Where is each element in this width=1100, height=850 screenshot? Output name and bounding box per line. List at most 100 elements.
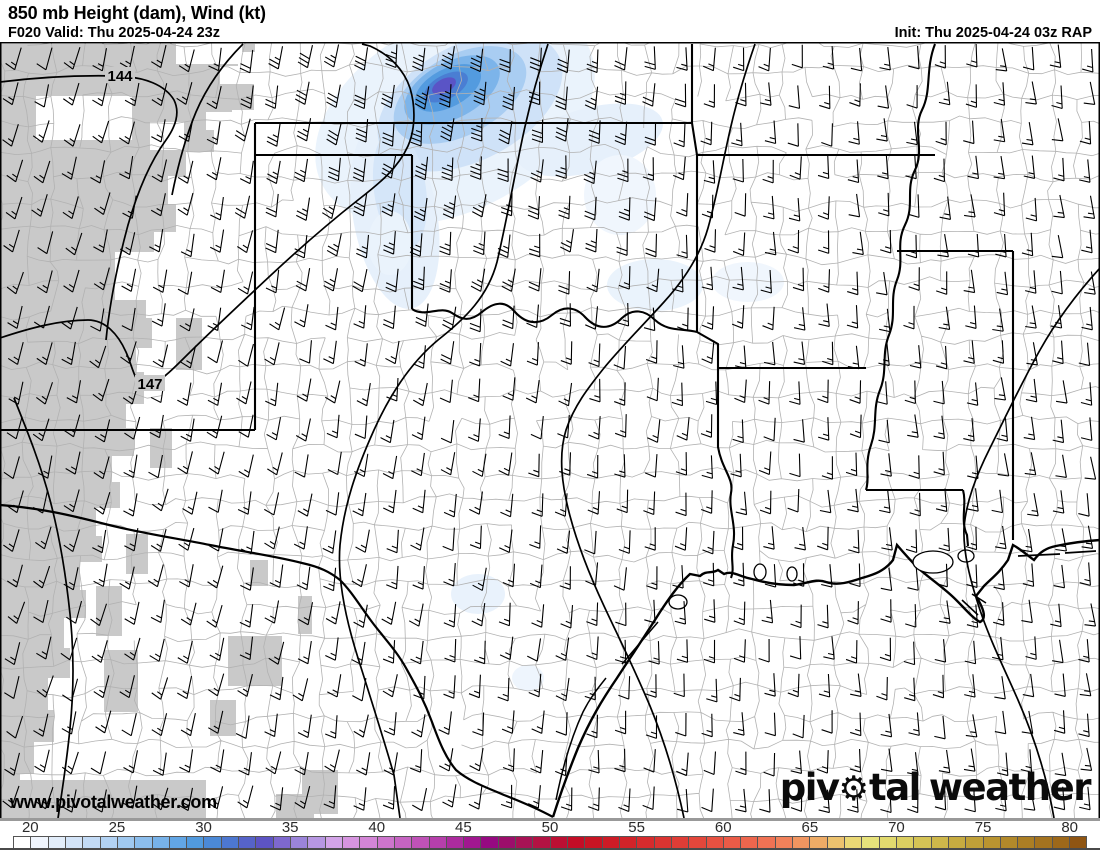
colorbar-tick: 70: [888, 819, 905, 836]
colorbar-cell: [1000, 837, 1019, 848]
colorbar-cell: [741, 837, 759, 848]
colorbar-cell: [135, 837, 153, 848]
height-contour-label: 144: [107, 68, 133, 85]
colorbar-cell: [308, 837, 326, 848]
weather-map-canvas: 144 147: [0, 42, 1100, 820]
contour-label-mask: [105, 67, 135, 83]
rio-grande-border: [0, 503, 554, 818]
colorbar-cell: [931, 837, 949, 848]
colorbar-cell: [221, 837, 240, 848]
colorbar-tick: 50: [541, 819, 559, 836]
colorbar-cell: [1070, 837, 1087, 848]
colorbar-cell: [325, 837, 343, 848]
pivotal-weather-logo: piv⚙tal weather: [779, 766, 1092, 809]
colorbar-cell: [862, 837, 880, 848]
colorbar-tick: 30: [195, 819, 212, 836]
colorbar-cell: [446, 837, 465, 848]
map-bottom-separator: [0, 818, 1100, 821]
colorbar-cell: [48, 837, 66, 848]
colorbar-cell: [516, 837, 534, 848]
county-lines-layer: [0, 42, 1100, 820]
colorbar-cell: [65, 837, 84, 848]
model-init-time: Init: Thu 2025-04-24 03z RAP: [894, 25, 1092, 41]
colorbar-cell: [758, 837, 776, 848]
colorbar-cell: [464, 837, 482, 848]
colorbar-cell: [793, 837, 811, 848]
colorbar-tick: 60: [714, 819, 732, 836]
colorbar-tick: 35: [281, 819, 299, 836]
colorbar-cell: [117, 837, 136, 848]
colorbar-cell: [429, 837, 447, 848]
colorbar-cell: [706, 837, 724, 848]
colorbar-cell: [550, 837, 568, 848]
colorbar-tick: 45: [455, 819, 472, 836]
colorbar-cell: [948, 837, 967, 848]
colorbar-cell: [187, 837, 205, 848]
colorbar-cell: [273, 837, 291, 848]
colorbar-cell: [204, 837, 222, 848]
colorbar-tick: 25: [108, 819, 126, 836]
colorbar-cell: [879, 837, 897, 848]
colorbar-cell: [394, 837, 413, 848]
page-title: 850 mb Height (dam), Wind (kt): [8, 3, 266, 23]
colorbar-cell: [152, 837, 170, 848]
wind-barbs-layer: [2, 43, 1097, 814]
state-borders-layer: [0, 43, 1100, 818]
gear-icon: ⚙: [838, 769, 870, 809]
colorbar-cell: [377, 837, 395, 848]
colorbar-cell: [723, 837, 742, 848]
colorbar-cell: [654, 837, 672, 848]
contour-labels-layer: 144 147: [105, 67, 165, 393]
colorbar-cell: [827, 837, 845, 848]
colorbar-cell: [637, 837, 655, 848]
colorbar-cell: [602, 837, 620, 848]
colorbar-cell: [256, 837, 274, 848]
colorbar-cell: [1035, 837, 1053, 848]
colorbar-tick: 55: [628, 819, 645, 836]
colorbar-cell: [31, 837, 49, 848]
colorbar-cell: [775, 837, 794, 848]
colorbar-tick: 20: [21, 819, 39, 836]
watermark-url: www.pivotalweather.com: [10, 792, 217, 812]
page-bottom-rule: [0, 848, 1100, 850]
logo-text-pre: piv: [779, 766, 840, 809]
colorbar-cell: [1018, 837, 1036, 848]
height-contour-label: 147: [137, 376, 162, 393]
colorbar-tick: 40: [368, 819, 386, 836]
colorbar-cell: [810, 837, 828, 848]
height-contours-layer: [0, 43, 1100, 819]
colorbar-cell: [689, 837, 707, 848]
colorbar-tick-labels: 20 25 30 35 40 45 50 55 60 65 70 75 80: [13, 819, 1087, 836]
colorbar-cell: [1052, 837, 1071, 848]
colorbar-cell: [169, 837, 188, 848]
colorbar-cell: [533, 837, 551, 848]
colorbar-cell: [412, 837, 430, 848]
colorbar-cell: [983, 837, 1001, 848]
colorbar-cell: [966, 837, 984, 848]
colorbar-cell: [100, 837, 118, 848]
colorbar-cell: [481, 837, 499, 848]
colorbar-cell: [14, 837, 32, 848]
colorbar-cell: [671, 837, 690, 848]
colorbar-cell: [896, 837, 915, 848]
contour-label-mask: [135, 375, 165, 391]
colorbar-cell: [291, 837, 309, 848]
forecast-valid-time: F020 Valid: Thu 2025-04-24 23z: [8, 25, 220, 41]
colorbar-cell: [239, 837, 257, 848]
colorbar-tick: 75: [974, 819, 992, 836]
logo-text-post: tal: [869, 766, 921, 809]
colorbar-cell: [845, 837, 863, 848]
colorbar-cell: [498, 837, 517, 848]
colorbar-tick: 65: [801, 819, 819, 836]
logo-text-weather: weather: [928, 766, 1092, 809]
colorbar-cell: [585, 837, 603, 848]
colorbar-cell: [619, 837, 638, 848]
colorbar-cell: [360, 837, 378, 848]
colorbar-cell: [914, 837, 932, 848]
colorbar-tick: 80: [1061, 819, 1079, 836]
colorbar-cell: [568, 837, 586, 848]
gulf-coastline: [551, 538, 1100, 818]
colorbar-cell: [342, 837, 361, 848]
colorbar-cell: [83, 837, 101, 848]
